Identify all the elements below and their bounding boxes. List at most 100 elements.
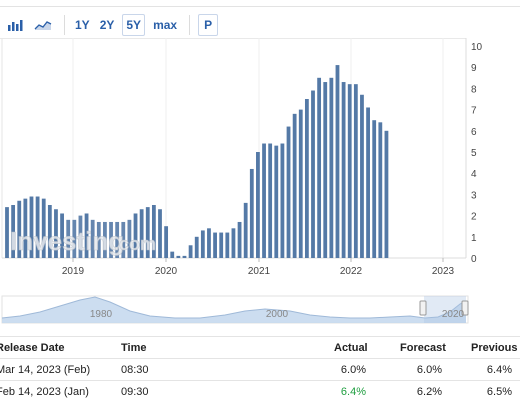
bar <box>115 221 120 258</box>
bar <box>109 221 113 258</box>
y-tick-label: 8 <box>471 84 477 95</box>
bar <box>54 209 58 258</box>
cell-actual: 6.4% <box>340 386 366 398</box>
bar <box>347 84 352 258</box>
cell-release-date: Mar 14, 2023 (Feb) <box>0 364 91 376</box>
bar <box>274 145 279 258</box>
chart-toolbar: 1Y 2Y 5Y max P <box>4 14 224 36</box>
area-chart-icon[interactable] <box>32 15 54 35</box>
bar <box>249 168 254 258</box>
bar <box>200 230 205 258</box>
chart-top-border <box>0 38 466 39</box>
bar <box>121 221 126 258</box>
bar <box>268 143 273 258</box>
p-button[interactable]: P <box>198 14 219 36</box>
header-release-date[interactable]: Release Date <box>0 342 65 354</box>
y-tick-label: 6 <box>471 127 477 138</box>
y-tick-label: 10 <box>471 42 483 53</box>
x-axis: 2019 2020 2021 2022 2023 <box>62 258 455 277</box>
range-2y-button[interactable]: 2Y <box>99 18 115 32</box>
y-tick-label: 0 <box>471 254 477 265</box>
watermark-suffix: .com <box>114 234 156 254</box>
bar <box>286 126 291 258</box>
bar <box>158 209 162 258</box>
cell-time: 09:30 <box>121 386 149 398</box>
bar <box>366 107 370 258</box>
bar <box>5 207 9 258</box>
x-tick-label: 2023 <box>432 266 455 277</box>
bar <box>194 236 199 258</box>
toolbar-separator <box>189 15 191 35</box>
bar <box>225 232 230 258</box>
header-actual[interactable]: Actual <box>334 342 368 354</box>
range-5y-button[interactable]: 5Y <box>122 14 146 36</box>
row-divider <box>0 358 520 359</box>
bar <box>360 94 364 258</box>
bar <box>133 213 138 258</box>
y-tick-label: 2 <box>471 212 477 223</box>
bar <box>84 213 89 258</box>
table-row: Feb 14, 2023 (Jan) 09:30 6.4% 6.2% 6.5% <box>0 382 520 402</box>
bar <box>353 84 358 258</box>
bar <box>213 232 217 258</box>
bar <box>139 209 144 258</box>
navigator-tick-label: 1980 <box>90 309 113 320</box>
bar <box>182 255 187 258</box>
range-1y-button[interactable]: 1Y <box>75 18 90 32</box>
bar <box>280 143 285 258</box>
table-top-border <box>0 336 520 337</box>
bar <box>72 219 77 258</box>
bar <box>237 221 242 258</box>
bar <box>372 120 377 258</box>
y-tick-label: 9 <box>471 63 477 74</box>
grid <box>1 38 467 259</box>
bar-chart-icon[interactable] <box>4 15 26 35</box>
bar <box>323 82 328 258</box>
bar <box>304 99 309 258</box>
cell-previous: 6.4% <box>486 364 512 376</box>
navigator-tick-label: 2020 <box>442 309 465 320</box>
y-tick-label: 7 <box>471 106 477 117</box>
bar <box>262 143 266 258</box>
bar <box>17 200 22 258</box>
bar <box>66 219 71 258</box>
cell-actual: 6.0% <box>340 364 366 376</box>
bar <box>341 82 346 258</box>
toolbar-separator <box>64 15 65 35</box>
navigator-selected-range <box>424 296 466 323</box>
bar <box>256 152 260 258</box>
top-divider <box>0 6 520 7</box>
bar <box>78 215 83 258</box>
bar <box>335 65 340 258</box>
navigator-left-handle <box>419 300 427 316</box>
header-previous[interactable]: Previous <box>471 342 518 354</box>
bar <box>207 228 211 258</box>
bar <box>384 130 389 258</box>
bar <box>170 251 175 258</box>
bar <box>127 219 132 258</box>
bar <box>231 228 236 258</box>
bar <box>329 77 334 258</box>
bar <box>60 213 64 258</box>
navigator[interactable]: 1980 2000 2020 <box>1 295 469 324</box>
bar <box>243 202 248 258</box>
cell-forecast: 6.2% <box>416 386 442 398</box>
y-tick-label: 5 <box>471 148 477 159</box>
bar <box>145 207 150 258</box>
bar <box>41 198 46 258</box>
x-tick-label: 2020 <box>155 266 178 277</box>
navigator-area <box>2 297 466 323</box>
investing-watermark: Investing .com <box>10 226 157 257</box>
bar-chart: Investing .com 0 1 2 3 4 5 6 7 8 9 10 2019 2020 2021… <box>1 38 483 324</box>
bar <box>23 198 28 258</box>
range-max-button[interactable]: max <box>153 18 178 32</box>
bar <box>164 226 169 258</box>
bar-series <box>5 65 389 259</box>
header-forecast[interactable]: Forecast <box>400 342 446 354</box>
bar <box>219 232 224 258</box>
navigator-tick-label: 2000 <box>266 309 289 320</box>
bar <box>29 196 34 258</box>
y-tick-label: 3 <box>471 190 477 201</box>
header-time[interactable]: Time <box>121 342 147 354</box>
bar <box>292 113 297 258</box>
